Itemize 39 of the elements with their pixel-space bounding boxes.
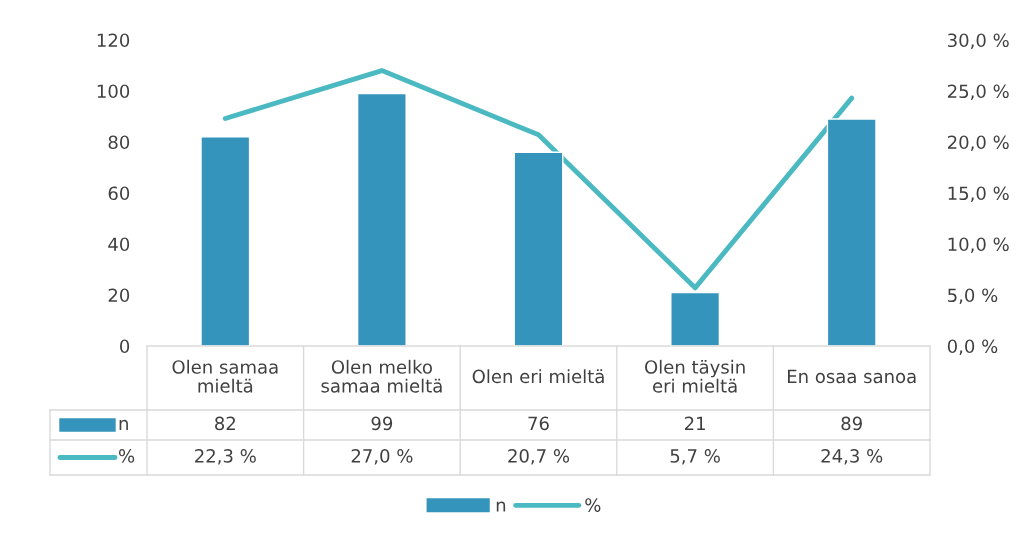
y2-tick-label: 5,0 % xyxy=(948,288,998,304)
x-tick-label: Olen täysin eri mieltä xyxy=(645,359,745,393)
y2-tick-label: 25,0 % xyxy=(947,84,1009,100)
x-tick-label: Olen samaa mieltä xyxy=(172,359,278,393)
x-tick-label: Olen eri mieltä xyxy=(472,369,604,384)
y-tick-label: 60 xyxy=(108,186,130,201)
data-label: 20,7 % xyxy=(508,449,570,465)
data-label: 99 xyxy=(371,416,393,431)
y2-tick-label: 20,0 % xyxy=(947,135,1009,151)
bar xyxy=(670,291,721,346)
y2-tick-label: 30,0 % xyxy=(948,33,1009,49)
y-tick-label: 0 xyxy=(120,339,130,354)
data-label: 76 xyxy=(528,416,549,431)
bar xyxy=(513,151,564,346)
y-tick-label: 100 xyxy=(97,84,130,99)
y-tick-label: 40 xyxy=(108,237,130,252)
data-label: 89 xyxy=(841,416,862,431)
data-label: 21 xyxy=(684,416,705,430)
bar xyxy=(356,92,407,346)
x-tick-label: Olen melko samaa mieltä xyxy=(321,359,442,393)
legend-label: % xyxy=(119,449,135,463)
data-label: 27,0 % xyxy=(351,449,413,465)
bar xyxy=(826,118,877,346)
data-label: 82 xyxy=(215,416,235,431)
data-label: 24,3 % xyxy=(821,449,883,465)
y2-tick-label: 10,0 % xyxy=(948,237,1009,253)
y2-tick-label: 15,0 % xyxy=(948,186,1009,202)
bar xyxy=(200,136,251,346)
y2-tick-label: 0,0 % xyxy=(947,339,998,355)
data-label: 5,7 % xyxy=(670,449,720,465)
text: % xyxy=(585,498,601,512)
legend-label: n xyxy=(119,419,128,430)
y-tick-label: 120 xyxy=(97,33,130,48)
text: n xyxy=(496,501,506,512)
line-series xyxy=(222,68,855,291)
x-tick-label: En osaa sanoa xyxy=(788,369,916,384)
y-tick-label: 20 xyxy=(108,288,130,303)
y-tick-label: 80 xyxy=(108,135,130,150)
data-label: 22,3 % xyxy=(195,449,256,465)
